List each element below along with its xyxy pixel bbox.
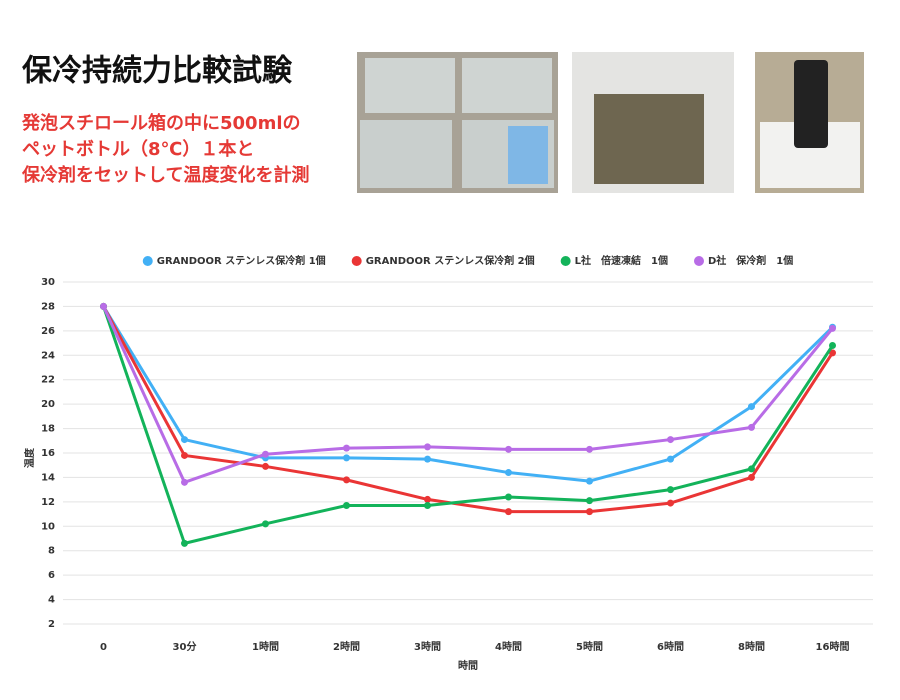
y-tick-label: 18	[41, 424, 55, 435]
x-tick-label: 30分	[173, 640, 197, 653]
data-point	[586, 508, 593, 516]
subtitle-line: ペットボトル（8℃）１本と	[22, 138, 254, 160]
y-tick-label: 12	[41, 497, 55, 508]
data-point	[343, 502, 350, 510]
x-tick-label: 2時間	[333, 640, 360, 653]
data-point	[667, 455, 674, 463]
photo-detail	[794, 60, 828, 148]
y-tick-label: 6	[48, 570, 55, 581]
data-point	[181, 478, 188, 486]
data-point	[505, 469, 512, 477]
data-point	[586, 497, 593, 505]
legend-label: L社 倍速凍結 1個	[575, 254, 668, 267]
legend-label: GRANDOOR ステンレス保冷剤 2個	[366, 254, 535, 267]
y-tick-label: 8	[48, 546, 55, 557]
subtitle-line: 保冷剤をセットして温度変化を計測	[21, 164, 309, 186]
data-point	[343, 444, 350, 452]
photo-detail	[462, 58, 552, 113]
x-axis-label: 時間	[458, 659, 478, 672]
data-point	[586, 477, 593, 485]
legend-marker	[351, 256, 362, 266]
series-line	[102, 305, 834, 514]
y-tick-label: 14	[41, 472, 55, 483]
data-point	[748, 403, 755, 411]
x-tick-label: 5時間	[576, 640, 603, 653]
subtitle-line: 発泡スチロール箱の中に500mlの	[21, 112, 301, 134]
data-point	[748, 473, 755, 481]
x-tick-label: 4時間	[495, 640, 522, 653]
data-point	[262, 450, 269, 458]
data-point	[424, 495, 431, 503]
y-axis-label: 温度	[23, 447, 36, 468]
data-point	[505, 508, 512, 516]
y-tick-label: 30	[41, 277, 55, 288]
legend-label: GRANDOOR ステンレス保冷剤 1個	[157, 254, 326, 267]
data-point	[100, 302, 107, 310]
data-point	[181, 436, 188, 444]
data-point	[343, 476, 350, 484]
data-point	[343, 454, 350, 462]
x-tick-label: 16時間	[816, 640, 850, 653]
data-point	[829, 349, 836, 357]
data-point	[181, 451, 188, 459]
x-tick-label: 6時間	[657, 640, 684, 653]
legend-marker	[142, 256, 153, 266]
data-point	[505, 445, 512, 453]
y-tick-label: 22	[41, 375, 55, 386]
legend-label: D社 保冷剤 1個	[708, 254, 793, 267]
data-point	[667, 499, 674, 507]
data-point	[424, 502, 431, 510]
data-point	[829, 324, 836, 332]
x-tick-label: 3時間	[414, 640, 441, 653]
photo-detail	[365, 58, 455, 113]
data-point	[505, 493, 512, 501]
y-tick-label: 26	[41, 326, 55, 337]
data-point	[424, 455, 431, 463]
series-line	[102, 305, 834, 484]
y-tick-label: 2	[48, 619, 55, 630]
data-point	[667, 486, 674, 494]
series-line	[102, 305, 834, 483]
data-point	[181, 539, 188, 547]
photo-detail	[594, 94, 704, 184]
legend-marker	[560, 256, 571, 266]
photo-detail	[360, 120, 452, 188]
data-point	[586, 445, 593, 453]
y-tick-label: 28	[41, 301, 55, 312]
legend-marker	[693, 256, 704, 266]
y-tick-label: 16	[41, 448, 55, 459]
data-point	[667, 436, 674, 444]
series-line	[102, 305, 834, 545]
y-tick-label: 24	[41, 350, 55, 361]
y-tick-label: 20	[41, 399, 55, 410]
data-point	[262, 520, 269, 528]
data-point	[748, 465, 755, 473]
y-tick-label: 10	[41, 521, 55, 532]
data-point	[829, 342, 836, 350]
x-tick-label: 0	[100, 642, 107, 653]
y-tick-label: 4	[48, 595, 55, 606]
data-point	[424, 443, 431, 451]
title: 保冷持続力比較試験	[22, 54, 293, 89]
x-tick-label: 8時間	[738, 640, 765, 653]
x-tick-label: 1時間	[252, 640, 279, 653]
data-point	[748, 423, 755, 431]
data-point	[262, 462, 269, 470]
photo-detail	[508, 126, 548, 184]
